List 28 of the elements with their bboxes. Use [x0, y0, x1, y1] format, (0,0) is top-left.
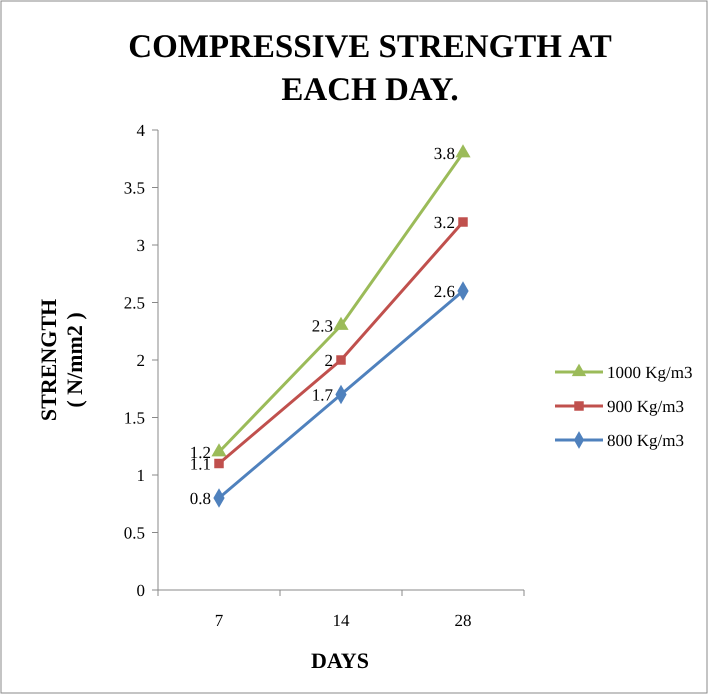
point [336, 355, 346, 365]
x-tick-label: 28 [454, 611, 472, 630]
data-label: 2.6 [434, 282, 455, 301]
point [458, 217, 468, 227]
y-tick-label: 4 [136, 121, 146, 140]
y-axis-title: STRENGTH ( N/mm2 ) [36, 298, 87, 422]
y-tick-label: 3 [136, 236, 145, 255]
y-tick-label: 0.5 [124, 524, 145, 542]
data-label: 1.7 [312, 386, 334, 404]
x-axis-title: DAYS [311, 648, 369, 673]
data-label: 0.8 [190, 489, 211, 508]
x-tick-label: 7 [214, 611, 224, 630]
data-label: 2 [324, 351, 333, 370]
x-tick-label: 14 [332, 611, 350, 630]
data-label: 2.3 [312, 316, 333, 336]
y-tick-label: 1.5 [124, 408, 145, 428]
point [214, 458, 224, 468]
data-label: 3.8 [434, 144, 455, 163]
y-tick-label: 2 [136, 351, 145, 370]
y-tick-label: 3.5 [124, 178, 145, 198]
legend-label: 800 Kg/m3 [607, 431, 684, 450]
y-tick-label: 0 [136, 581, 145, 600]
legend-label: 1000 Kg/m3 [607, 363, 692, 382]
chart-title: COMPRESSIVE STRENGTH AT EACH DAY. [128, 29, 612, 108]
y-tick-label: 2.5 [124, 294, 145, 312]
data-label: 3.2 [434, 213, 455, 232]
y-tick-label: 1 [136, 466, 145, 485]
legend-label: 900 Kg/m3 [607, 397, 684, 416]
